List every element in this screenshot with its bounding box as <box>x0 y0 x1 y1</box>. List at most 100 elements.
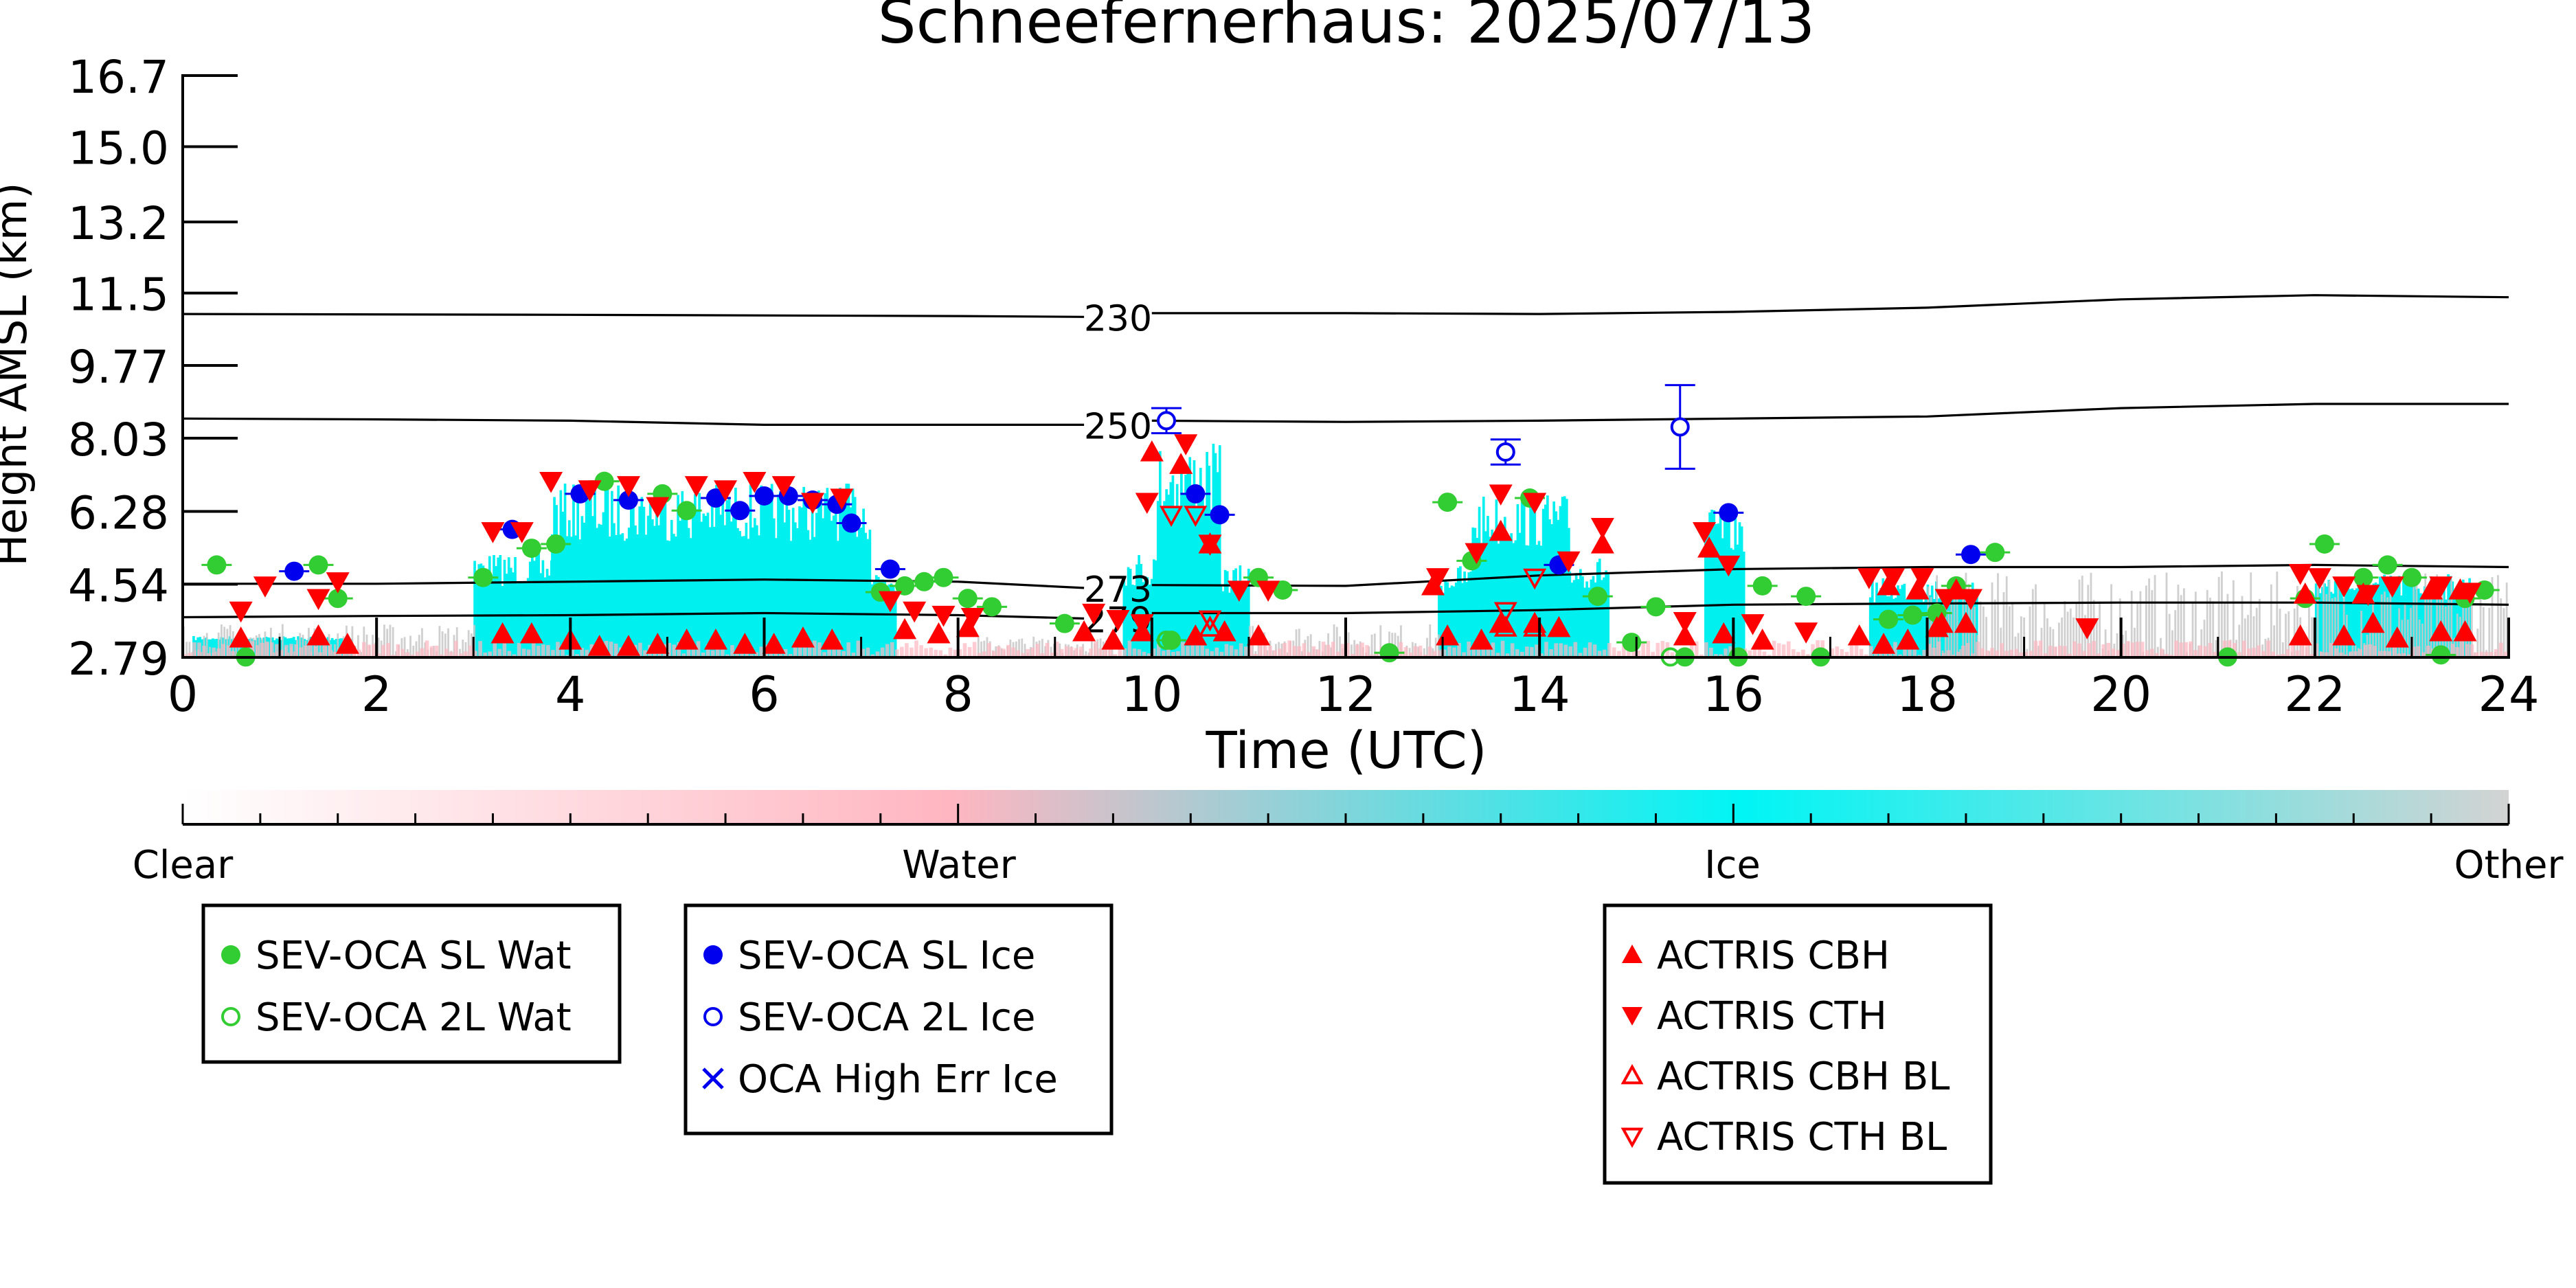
ice-column <box>651 519 654 657</box>
water-column <box>1781 644 1786 657</box>
ice-column <box>2329 591 2333 657</box>
ice-column <box>1456 567 1460 657</box>
twolayer-ice-marker <box>1156 411 1176 431</box>
ice-column <box>589 495 592 657</box>
sl-water-marker <box>1162 631 1182 651</box>
water-column <box>1757 644 1762 657</box>
water-column <box>1811 644 1815 657</box>
other-column <box>209 646 211 657</box>
water-column <box>1636 651 1640 657</box>
water-column <box>667 642 672 657</box>
water-column <box>1467 641 1471 657</box>
water-column <box>1370 654 1374 657</box>
other-column <box>1050 646 1052 657</box>
water-column <box>1273 650 1277 657</box>
ice-column <box>849 507 852 657</box>
other-column <box>357 635 359 657</box>
water-column <box>793 642 798 657</box>
other-column <box>2049 626 2052 657</box>
sl-water-marker <box>1903 605 1923 625</box>
water-column <box>1510 643 1515 657</box>
actris-cth-marker <box>2356 585 2380 607</box>
other-column <box>2360 611 2362 657</box>
ice-column <box>1583 587 1586 657</box>
ice-column <box>727 497 731 657</box>
water-column <box>856 640 861 657</box>
water-column <box>2406 654 2411 657</box>
sl-water-marker <box>2353 567 2373 587</box>
other-column <box>2375 633 2377 657</box>
ice-column <box>297 636 300 657</box>
water-column <box>2455 647 2460 657</box>
ice-column <box>1516 504 1519 657</box>
chart-title: Schneefernerhaus: 2025/07/13 <box>878 0 1816 57</box>
actris-cbh-marker <box>1712 622 1736 644</box>
other-column <box>2430 576 2432 657</box>
water-column <box>2242 640 2246 657</box>
actris-cbh-marker <box>675 629 699 650</box>
other-column <box>2069 608 2072 657</box>
water-column <box>1699 654 1704 657</box>
water-column <box>1535 644 1539 657</box>
actris-cth-bl-marker <box>1198 610 1222 632</box>
ice-column <box>853 497 857 657</box>
other-column <box>977 637 980 657</box>
water-column <box>1878 651 1883 657</box>
y-tick-label: 16.7 <box>68 51 169 104</box>
water-column <box>638 642 642 657</box>
water-column <box>255 645 260 657</box>
ice-column <box>1574 573 1578 657</box>
ice-column <box>625 539 629 657</box>
water-column <box>1069 646 1074 657</box>
other-column <box>394 651 397 657</box>
ice-column <box>551 534 554 657</box>
ice-column <box>583 522 586 657</box>
other-column <box>1000 648 1003 657</box>
other-column <box>2072 618 2075 657</box>
ice-column <box>2419 593 2422 657</box>
ice-column <box>1572 580 1576 657</box>
actris-cth-marker <box>578 480 602 501</box>
ice-column <box>1520 502 1524 657</box>
ice-column <box>507 557 510 657</box>
water-column <box>2353 651 2358 657</box>
isotherm-line <box>183 578 1085 589</box>
ice-column <box>2457 592 2461 657</box>
ice-column <box>864 532 868 657</box>
other-column <box>2130 591 2133 657</box>
water-column <box>1375 653 1379 657</box>
other-column <box>418 635 420 657</box>
ice-column <box>1550 524 1553 657</box>
water-column <box>1355 644 1359 657</box>
water-column <box>1844 651 1849 657</box>
other-column <box>2273 625 2275 657</box>
actris-cbh-marker <box>2419 578 2443 600</box>
ice-column <box>813 536 816 657</box>
ice-column <box>675 536 677 657</box>
water-column <box>672 644 677 657</box>
other-column <box>2351 642 2354 657</box>
water-column <box>2024 652 2029 657</box>
ice-column <box>858 528 861 657</box>
water-column <box>2111 648 2116 657</box>
actris-cbh-marker <box>1489 519 1513 541</box>
other-column <box>2224 602 2226 657</box>
water-column <box>686 646 691 657</box>
ice-column <box>1588 587 1591 657</box>
ice-column <box>543 577 547 657</box>
water-column <box>1360 642 1364 657</box>
ice-column <box>881 579 884 657</box>
other-column <box>2296 586 2298 657</box>
water-column <box>289 644 293 657</box>
ice-column <box>758 535 760 657</box>
water-column <box>1583 647 1588 657</box>
colorbar-label: Ice <box>1704 843 1761 888</box>
ice-column <box>2432 589 2435 657</box>
ice-column <box>725 500 729 657</box>
ice-column <box>501 585 504 657</box>
other-column <box>221 624 223 657</box>
other-column <box>1018 639 1020 657</box>
actris-cth-marker <box>1227 580 1251 602</box>
water-column <box>1965 642 1970 657</box>
water-column <box>2009 649 2014 657</box>
